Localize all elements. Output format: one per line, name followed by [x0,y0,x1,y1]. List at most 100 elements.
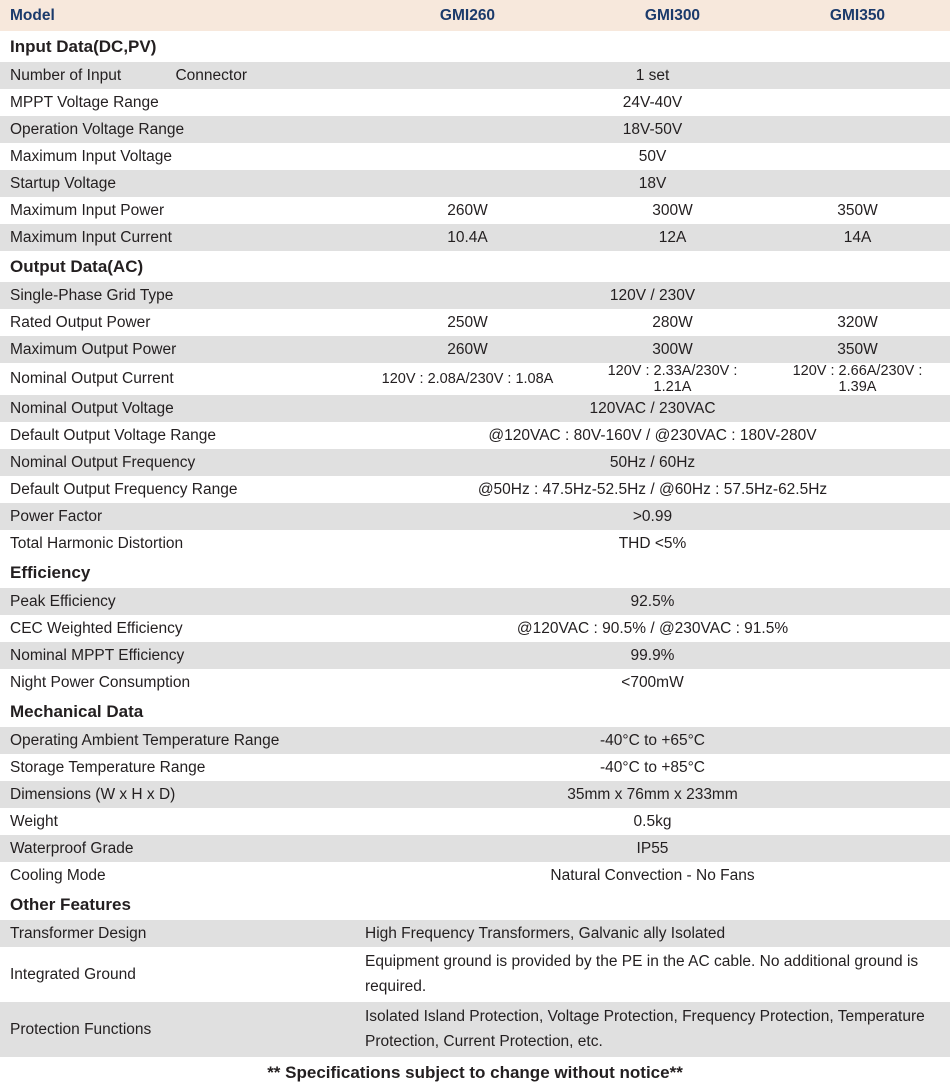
row-pf: Power Factor >0.99 [0,503,950,530]
startup-val: 18V [355,170,950,197]
stotemp-label: Storage Temperature Range [0,754,355,781]
noc-label: Nominal Output Current [0,363,355,395]
trans-label: Transformer Design [0,920,355,947]
mop-m2: 300W [580,336,765,363]
ground-label: Integrated Ground [0,947,355,1002]
row-optemp: Operating Ambient Temperature Range -40°… [0,727,950,754]
row-cec: CEC Weighted Efficiency @120VAC : 90.5% … [0,615,950,642]
section-eff-label: Efficiency [0,557,950,588]
dovr-val: @120VAC : 80V-160V / @230VAC : 180V-280V [355,422,950,449]
num-input-val: 1 set [355,62,950,89]
num-input-text: Number of Input [10,67,121,84]
nmppt-label: Nominal MPPT Efficiency [0,642,355,669]
cool-label: Cooling Mode [0,862,355,889]
mop-m1: 260W [355,336,580,363]
optemp-label: Operating Ambient Temperature Range [0,727,355,754]
header-m1: GMI260 [355,0,580,31]
maxi-m2: 12A [580,224,765,251]
header-row: Model GMI260 GMI300 GMI350 [0,0,950,31]
startup-label: Startup Voltage [0,170,355,197]
row-grid: Single-Phase Grid Type 120V / 230V [0,282,950,309]
row-cool: Cooling Mode Natural Convection - No Fan… [0,862,950,889]
section-eff: Efficiency [0,557,950,588]
nov-label: Nominal Output Voltage [0,395,355,422]
opv-val: 18V-50V [355,116,950,143]
stotemp-val: -40°C to +85°C [355,754,950,781]
rop-m1: 250W [355,309,580,336]
section-mech-label: Mechanical Data [0,696,950,727]
row-noc: Nominal Output Current 120V : 2.08A/230V… [0,363,950,395]
wp-val: IP55 [355,835,950,862]
row-weight: Weight 0.5kg [0,808,950,835]
spec-table: Model GMI260 GMI300 GMI350 Input Data(DC… [0,0,950,1057]
row-dim: Dimensions (W x H x D) 35mm x 76mm x 233… [0,781,950,808]
row-dofr: Default Output Frequency Range @50Hz : 4… [0,476,950,503]
nov-val: 120VAC / 230VAC [355,395,950,422]
thd-val: THD <5% [355,530,950,557]
opv-label: Operation Voltage Range [0,116,355,143]
night-label: Night Power Consumption [0,669,355,696]
nmppt-val: 99.9% [355,642,950,669]
row-mppt: MPPT Voltage Range 24V-40V [0,89,950,116]
row-mop: Maximum Output Power 260W 300W 350W [0,336,950,363]
mop-label: Maximum Output Power [0,336,355,363]
row-nof: Nominal Output Frequency 50Hz / 60Hz [0,449,950,476]
dovr-label: Default Output Voltage Range [0,422,355,449]
rop-m2: 280W [580,309,765,336]
section-other-label: Other Features [0,889,950,920]
row-nov: Nominal Output Voltage 120VAC / 230VAC [0,395,950,422]
row-maxp: Maximum Input Power 260W 300W 350W [0,197,950,224]
section-input: Input Data(DC,PV) [0,31,950,62]
cec-val: @120VAC : 90.5% / @230VAC : 91.5% [355,615,950,642]
noc-m1: 120V : 2.08A/230V : 1.08A [355,363,580,395]
thd-label: Total Harmonic Distortion [0,530,355,557]
mppt-label: MPPT Voltage Range [0,89,355,116]
dim-label: Dimensions (W x H x D) [0,781,355,808]
header-model: Model [0,0,355,31]
mppt-val: 24V-40V [355,89,950,116]
row-opv: Operation Voltage Range 18V-50V [0,116,950,143]
wp-label: Waterproof Grade [0,835,355,862]
maxi-m3: 14A [765,224,950,251]
row-startup: Startup Voltage 18V [0,170,950,197]
section-other: Other Features [0,889,950,920]
peak-val: 92.5% [355,588,950,615]
row-trans: Transformer Design High Frequency Transf… [0,920,950,947]
grid-label: Single-Phase Grid Type [0,282,355,309]
row-num-input: Number of Input Connector 1 set [0,62,950,89]
pf-val: >0.99 [355,503,950,530]
row-maxi: Maximum Input Current 10.4A 12A 14A [0,224,950,251]
row-rop: Rated Output Power 250W 280W 320W [0,309,950,336]
rop-label: Rated Output Power [0,309,355,336]
row-stotemp: Storage Temperature Range -40°C to +85°C [0,754,950,781]
noc-m2: 120V : 2.33A/230V : 1.21A [580,363,765,395]
peak-label: Peak Efficiency [0,588,355,615]
nof-label: Nominal Output Frequency [0,449,355,476]
header-m3: GMI350 [765,0,950,31]
section-mech: Mechanical Data [0,696,950,727]
prot-label: Protection Functions [0,1002,355,1057]
rop-m3: 320W [765,309,950,336]
noc-m3: 120V : 2.66A/230V : 1.39A [765,363,950,395]
footnote: ** Specifications subject to change with… [0,1057,950,1083]
row-dovr: Default Output Voltage Range @120VAC : 8… [0,422,950,449]
row-nmppt: Nominal MPPT Efficiency 99.9% [0,642,950,669]
mop-m3: 350W [765,336,950,363]
maxp-m3: 350W [765,197,950,224]
maxv-val: 50V [355,143,950,170]
section-input-label: Input Data(DC,PV) [0,31,950,62]
row-prot: Protection Functions Isolated Island Pro… [0,1002,950,1057]
prot-val: Isolated Island Protection, Voltage Prot… [355,1002,950,1057]
header-m2: GMI300 [580,0,765,31]
pf-label: Power Factor [0,503,355,530]
section-output-label: Output Data(AC) [0,251,950,282]
night-val: <700mW [355,669,950,696]
cool-val: Natural Convection - No Fans [355,862,950,889]
row-maxv: Maximum Input Voltage 50V [0,143,950,170]
maxv-label: Maximum Input Voltage [0,143,355,170]
row-peak: Peak Efficiency 92.5% [0,588,950,615]
dofr-val: @50Hz : 47.5Hz-52.5Hz / @60Hz : 57.5Hz-6… [355,476,950,503]
weight-val: 0.5kg [355,808,950,835]
row-night: Night Power Consumption <700mW [0,669,950,696]
nof-val: 50Hz / 60Hz [355,449,950,476]
